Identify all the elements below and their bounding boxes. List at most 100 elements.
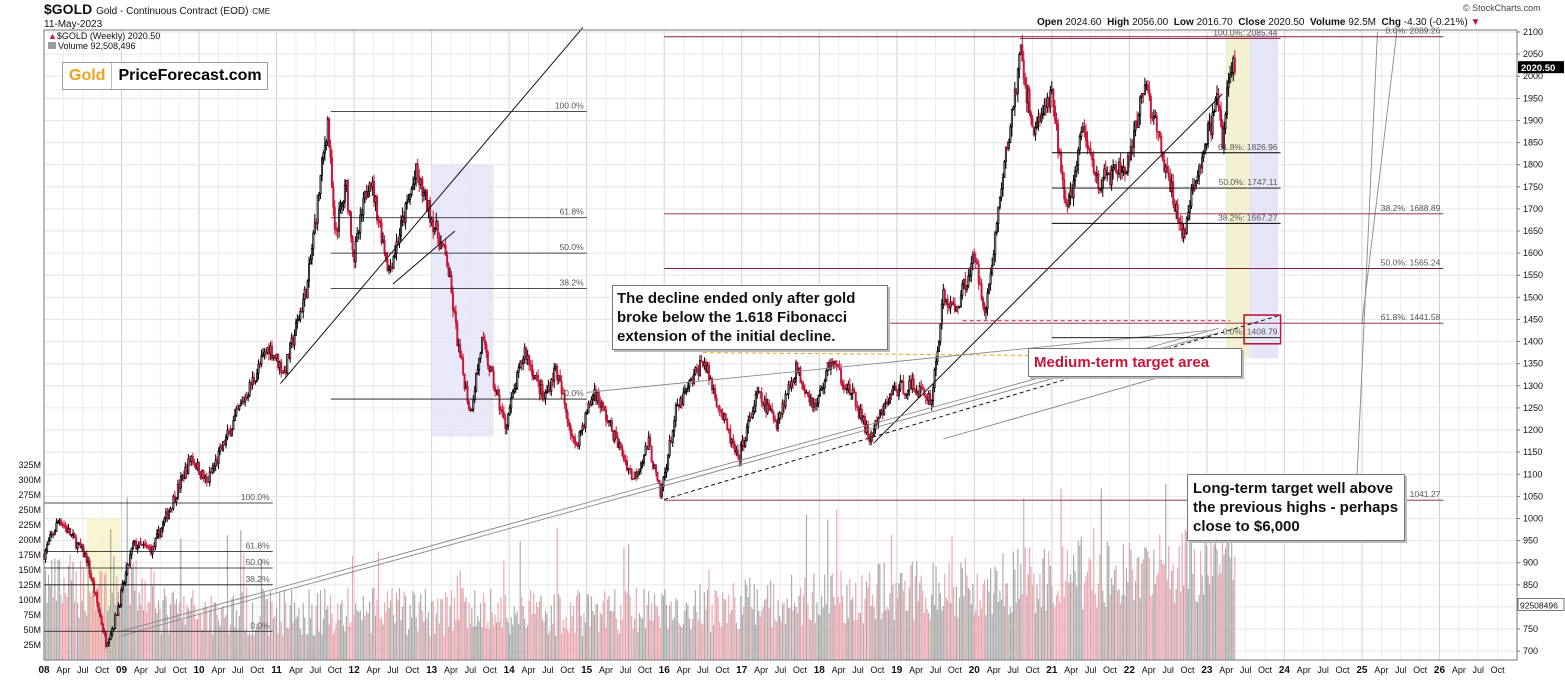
volume-bar	[1114, 569, 1116, 660]
candle-body	[401, 215, 404, 222]
candle-body	[547, 385, 550, 393]
candle-body	[744, 439, 747, 448]
volume-bar	[543, 621, 545, 660]
volume-bar	[223, 617, 226, 660]
candle-body	[809, 397, 812, 403]
volume-bar	[1076, 586, 1078, 660]
volume-bar	[951, 536, 953, 660]
volume-bar	[1054, 607, 1056, 660]
volume-bar	[113, 556, 115, 660]
volume-bar	[1018, 598, 1020, 660]
candle-body	[283, 370, 286, 374]
candle-body	[133, 540, 136, 544]
candle-body	[577, 445, 580, 448]
candle-body	[851, 389, 854, 394]
candle-body	[354, 241, 357, 263]
volume-bar	[440, 599, 442, 660]
candle-body	[946, 298, 949, 307]
volume-bar	[567, 630, 569, 660]
candle-body	[84, 553, 87, 558]
date-tick-label: Apr	[211, 665, 225, 675]
candle-body	[778, 412, 781, 420]
candle-body	[392, 256, 395, 269]
candle-body	[929, 393, 932, 405]
volume-bar	[1115, 565, 1117, 660]
volume-bar	[365, 610, 368, 660]
volume-bar	[341, 600, 343, 660]
candle-body	[64, 525, 67, 528]
candle-body	[233, 414, 236, 422]
volume-bar	[856, 619, 858, 660]
candle-body	[459, 344, 462, 358]
candle-body	[1091, 153, 1094, 160]
candle-body	[853, 389, 856, 393]
candle-body	[256, 373, 259, 382]
volume-bar	[604, 591, 606, 660]
volume-bar	[765, 598, 767, 660]
candle-body	[425, 190, 428, 212]
candle-body	[112, 628, 115, 630]
date-tick-label: Apr	[677, 665, 691, 675]
candle-body	[537, 375, 540, 381]
volume-bar	[157, 600, 160, 660]
volume-bar	[285, 602, 287, 660]
volume-bar	[465, 597, 467, 660]
volume-bar	[51, 559, 53, 660]
volume-bar	[641, 618, 644, 660]
price-tick-label: 1200	[1523, 425, 1543, 435]
volume-bar	[535, 602, 538, 660]
volume-bar	[481, 627, 483, 660]
candle-body	[622, 455, 625, 461]
volume-bar	[1223, 554, 1225, 660]
candle-body	[313, 221, 316, 234]
volume-bar	[999, 590, 1001, 660]
volume-bar	[691, 619, 694, 660]
candle-body	[53, 530, 56, 535]
candle-body	[1198, 165, 1201, 177]
volume-bar	[658, 615, 660, 660]
candle-body	[261, 354, 264, 357]
volume-bar	[624, 590, 627, 660]
candle-body	[735, 449, 738, 453]
candle-body	[674, 405, 677, 422]
candle-body	[899, 381, 902, 390]
volume-bar	[1055, 594, 1058, 660]
candle-body	[230, 429, 233, 437]
candle-body	[703, 362, 706, 367]
candle-body	[647, 436, 650, 451]
volume-bar	[335, 623, 337, 660]
candle-body	[502, 411, 505, 418]
volume-bar	[355, 602, 357, 660]
candle-body	[580, 429, 583, 433]
volume-bar	[651, 602, 653, 660]
candle-body	[676, 404, 679, 407]
volume-bar	[1003, 606, 1006, 660]
volume-bar	[843, 622, 845, 660]
candle-body	[397, 241, 400, 244]
dashed-support	[664, 314, 1281, 500]
volume-bar	[819, 615, 821, 660]
date-tick-label: Apr	[1219, 665, 1233, 675]
volume-bar	[461, 588, 463, 660]
volume-bar	[620, 604, 622, 660]
volume-bar	[237, 630, 239, 660]
volume-bar	[1009, 607, 1011, 660]
volume-bar	[770, 580, 772, 660]
volume-bar	[63, 577, 65, 660]
candle-body	[322, 152, 325, 160]
last-volume-tag	[1517, 598, 1565, 611]
candle-body	[959, 295, 962, 307]
candle-body	[287, 354, 290, 360]
volume-bar	[963, 595, 965, 660]
volume-bar	[477, 615, 479, 660]
candle-body	[511, 391, 514, 399]
date-tick-label: 19	[891, 665, 903, 676]
volume-bar	[417, 631, 419, 660]
date-tick-label: Apr	[909, 665, 923, 675]
volume-tick-label: 25M	[23, 640, 41, 650]
volume-bar	[979, 600, 981, 660]
volume-bar	[110, 528, 112, 660]
candle-body	[748, 416, 751, 421]
candle-body	[462, 357, 465, 375]
candle-body	[263, 351, 266, 356]
